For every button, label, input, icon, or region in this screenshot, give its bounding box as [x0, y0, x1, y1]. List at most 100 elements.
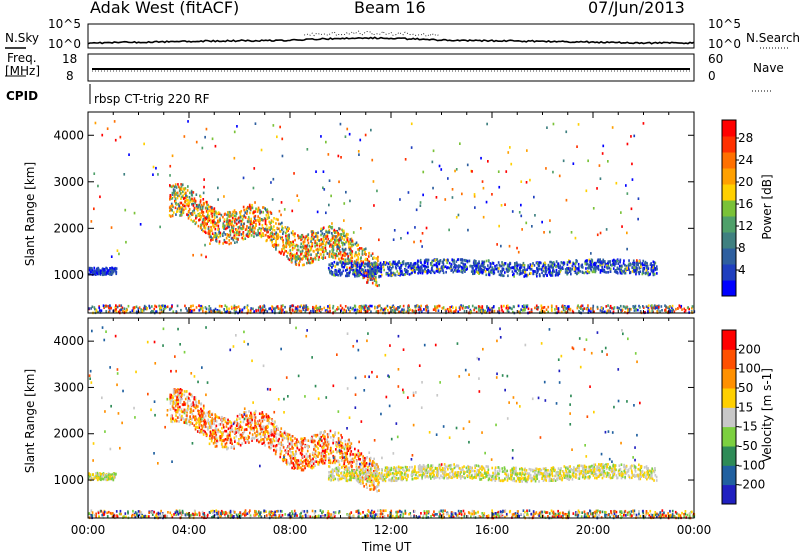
- echo-cell: [396, 270, 399, 273]
- echo-cell: [525, 221, 528, 225]
- echo-cell: [481, 512, 484, 515]
- echo-cell: [205, 515, 207, 519]
- echo-cell: [184, 200, 186, 203]
- echo-cell: [438, 268, 441, 271]
- echo-cell: [368, 274, 371, 278]
- echo-cell: [604, 512, 606, 516]
- echo-cell: [203, 215, 205, 218]
- echo-cell: [114, 309, 116, 312]
- echo-cell: [668, 515, 671, 519]
- echo-cell: [268, 307, 270, 311]
- echo-cell: [683, 310, 686, 314]
- echo-cell: [669, 514, 671, 518]
- echo-cell: [246, 306, 248, 309]
- echo-cell: [176, 207, 179, 211]
- echo-cell: [546, 126, 548, 129]
- echo-cell: [512, 266, 515, 270]
- echo-cell: [436, 305, 439, 308]
- echo-cell: [501, 269, 504, 273]
- echo-cell: [257, 231, 260, 235]
- echo-cell: [328, 252, 331, 256]
- echo-cell: [427, 268, 430, 272]
- echo-cell: [229, 229, 231, 232]
- echo-cell: [413, 262, 416, 265]
- echo-cell: [132, 509, 134, 513]
- echo-cell: [322, 242, 325, 245]
- echo-cell: [689, 514, 692, 517]
- echo-cell: [507, 151, 510, 154]
- echo-cell: [237, 217, 239, 221]
- echo-cell: [243, 306, 246, 310]
- echo-cell: [648, 273, 651, 276]
- echo-cell: [177, 185, 180, 189]
- echo-cell: [359, 266, 361, 270]
- echo-cell: [370, 310, 372, 313]
- echo-cell: [262, 206, 264, 209]
- echo-cell: [371, 304, 373, 308]
- echo-cell: [223, 224, 226, 228]
- echo-cell: [332, 241, 335, 244]
- echo-cell: [441, 267, 444, 270]
- echo-cell: [633, 270, 636, 274]
- echo-cell: [288, 236, 290, 239]
- echo-cell: [602, 258, 605, 262]
- echo-cell: [460, 269, 463, 272]
- echo-cell: [190, 197, 192, 201]
- echo-cell: [306, 148, 309, 151]
- echo-cell: [159, 225, 161, 229]
- echo-cell: [144, 514, 147, 518]
- echo-cell: [490, 269, 493, 272]
- echo-cell: [249, 207, 252, 211]
- echo-cell: [298, 255, 301, 258]
- echo-cell: [611, 306, 613, 310]
- echo-cell: [674, 510, 677, 514]
- echo-cell: [269, 228, 271, 232]
- echo-cell: [224, 510, 227, 514]
- echo-cell: [90, 220, 93, 223]
- echo-cell: [550, 509, 553, 513]
- echo-cell: [436, 260, 439, 264]
- echo-cell: [373, 263, 375, 267]
- echo-cell: [249, 509, 251, 512]
- echo-cell: [355, 251, 357, 254]
- echo-cell: [670, 515, 672, 519]
- echo-cell: [522, 271, 524, 274]
- echo-cell: [115, 308, 117, 311]
- echo-cell: [335, 254, 338, 258]
- echo-cell: [200, 253, 203, 257]
- echo-cell: [608, 309, 610, 312]
- echo-cell: [242, 234, 245, 238]
- echo-cell: [427, 511, 430, 515]
- echo-cell: [379, 275, 382, 278]
- echo-cell: [572, 162, 575, 165]
- echo-cell: [580, 265, 583, 269]
- echo-cell: [259, 307, 262, 310]
- echo-cell: [342, 241, 344, 245]
- echo-cell: [113, 267, 116, 271]
- echo-cell: [322, 515, 325, 519]
- echo-cell: [279, 509, 282, 513]
- echo-cell: [642, 306, 645, 309]
- echo-cell: [550, 271, 553, 275]
- echo-cell: [362, 270, 365, 274]
- echo-cell: [238, 225, 241, 229]
- echo-cell: [351, 260, 353, 263]
- echo-cell: [554, 308, 556, 311]
- echo-cell: [556, 514, 559, 517]
- echo-cell: [500, 204, 503, 207]
- echo-cell: [653, 272, 656, 276]
- echo-cell: [284, 310, 287, 314]
- echo-cell: [173, 185, 176, 189]
- echo-cell: [249, 309, 252, 312]
- echo-cell: [329, 515, 331, 519]
- echo-cell: [327, 305, 329, 308]
- echo-cell: [471, 170, 473, 173]
- echo-cell: [431, 267, 433, 270]
- echo-cell: [420, 261, 422, 264]
- echo-cell: [499, 273, 502, 277]
- echo-cell: [373, 261, 375, 265]
- echo-cell: [311, 230, 313, 233]
- echo-cell: [258, 208, 260, 212]
- echo-cell: [360, 227, 362, 230]
- colorbar-tick-label: 20: [738, 175, 753, 189]
